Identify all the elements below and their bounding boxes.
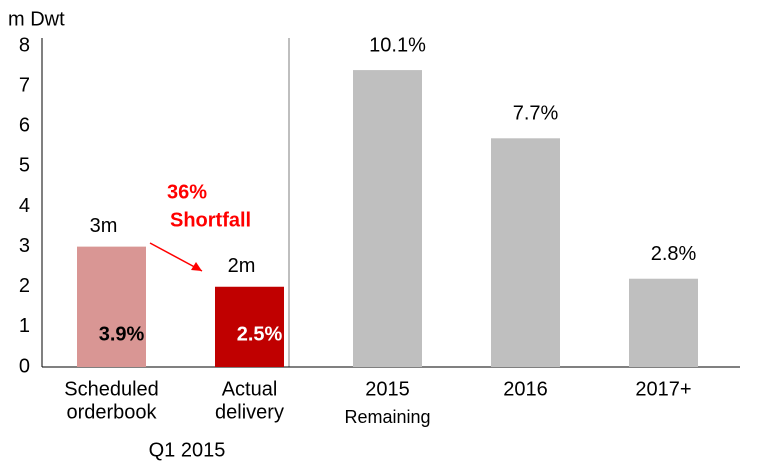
share-label: 3.9% xyxy=(99,323,145,345)
x-tick-label: 2017+ xyxy=(635,378,691,400)
group-label: Q1 2015 xyxy=(149,439,226,461)
x-tick-label: 2016 xyxy=(503,378,548,400)
y-axis-label: m Dwt xyxy=(8,8,65,30)
y-tick-label: 0 xyxy=(19,355,30,377)
value-label: 2m xyxy=(228,255,256,277)
x-tick-label: 2015 xyxy=(365,378,410,400)
y-tick-label: 6 xyxy=(19,115,30,137)
y-tick-label: 2 xyxy=(19,275,30,297)
x-tick-label: Scheduled xyxy=(64,378,159,400)
share-label: 2.5% xyxy=(237,323,283,345)
bar xyxy=(215,286,284,367)
y-tick-label: 7 xyxy=(19,74,30,96)
annotation: Shortfall xyxy=(170,209,251,231)
y-tick-label: 5 xyxy=(19,155,30,177)
bar xyxy=(77,246,146,367)
bar xyxy=(353,70,422,367)
arrow-head xyxy=(191,262,202,271)
y-tick-label: 8 xyxy=(19,34,30,56)
y-tick-label: 4 xyxy=(19,195,30,217)
x-tick-label: orderbook xyxy=(66,401,157,423)
x-tick-label: Actual xyxy=(222,378,278,400)
share-label: 2.8% xyxy=(651,243,697,265)
y-tick-label: 1 xyxy=(19,315,30,337)
bar xyxy=(491,138,560,367)
bar xyxy=(629,278,698,367)
value-label: 3m xyxy=(90,215,118,237)
annotation: 36% xyxy=(167,181,207,203)
share-label: 7.7% xyxy=(513,103,559,125)
x-tick-label: delivery xyxy=(215,401,284,423)
share-label: 10.1% xyxy=(369,34,426,56)
x-tick-label: Remaining xyxy=(344,407,430,427)
y-tick-label: 3 xyxy=(19,235,30,257)
